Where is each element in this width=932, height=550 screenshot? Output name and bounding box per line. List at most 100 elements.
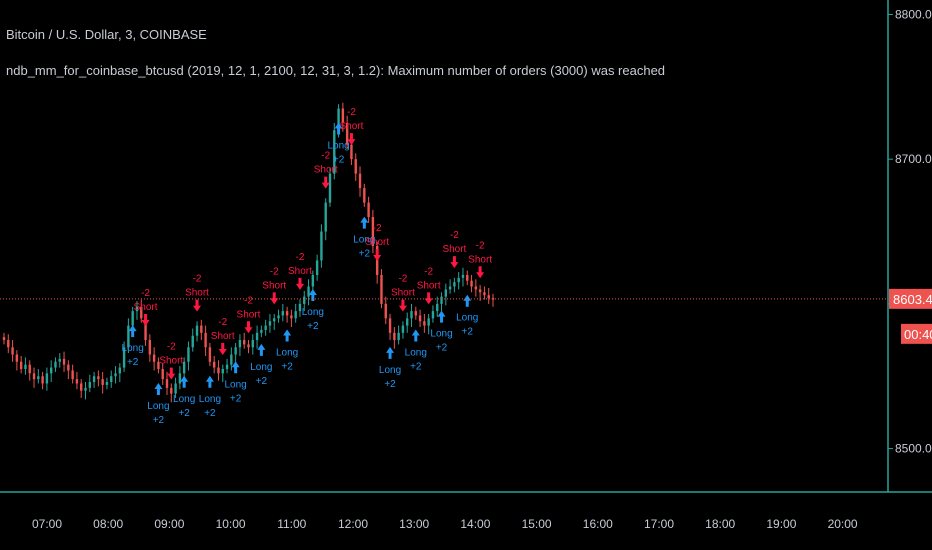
candle-body — [45, 373, 49, 384]
long-value: +2 — [230, 393, 242, 404]
candle-body — [410, 311, 413, 319]
short-label: Short — [468, 254, 492, 265]
candle-body — [315, 260, 319, 275]
countdown-value: 00:40 — [904, 327, 932, 342]
short-value: -2 — [450, 230, 459, 241]
candle-body — [478, 289, 482, 293]
candle-body — [294, 311, 297, 319]
candle-body — [354, 159, 357, 174]
long-arrow — [411, 329, 420, 342]
time-tick-0700: 07:00 — [32, 517, 62, 531]
short-arrow — [450, 256, 459, 269]
long-value: +2 — [281, 361, 293, 372]
candle-body — [58, 358, 61, 362]
short-value: -2 — [296, 252, 305, 263]
candle-body — [191, 335, 194, 348]
long-value: +2 — [462, 327, 474, 338]
candle-body — [101, 379, 104, 385]
candle-body — [440, 296, 443, 304]
candle-body — [350, 144, 353, 160]
long-value: +2 — [204, 408, 216, 419]
candle-body — [131, 311, 134, 326]
long-arrow — [308, 288, 317, 301]
candle-body — [174, 383, 177, 394]
long-arrow — [128, 325, 137, 338]
long-arrow — [180, 375, 189, 388]
candle-body — [384, 303, 387, 319]
candle-body — [122, 347, 126, 368]
time-tick-1000: 10:00 — [216, 517, 246, 531]
candle-body — [195, 325, 199, 336]
short-label: Short — [442, 244, 466, 255]
time-tick-1500: 15:00 — [522, 517, 552, 531]
candle-body — [97, 376, 100, 380]
candle-body — [127, 325, 130, 348]
price-tick-label: 8700.00 — [895, 152, 932, 166]
long-value: +2 — [178, 408, 190, 419]
candle-body — [15, 354, 19, 362]
short-label: Short — [391, 288, 415, 299]
candle-body — [345, 123, 349, 145]
short-arrow — [295, 277, 304, 290]
candle-body — [2, 337, 6, 341]
long-value: +2 — [333, 155, 345, 166]
short-label: Short — [237, 309, 261, 320]
candle-body — [277, 315, 280, 319]
short-value: -2 — [167, 342, 176, 353]
short-arrow — [373, 248, 382, 261]
long-label: Long — [147, 401, 169, 412]
candle-body — [414, 311, 417, 316]
long-label: Long — [302, 307, 324, 318]
candle-body — [243, 340, 246, 345]
candle-body — [178, 373, 182, 384]
short-label: Short — [288, 266, 312, 277]
short-value: -2 — [270, 266, 279, 277]
long-arrow — [463, 294, 472, 307]
candle-body — [320, 231, 323, 261]
candle-body — [80, 383, 83, 391]
candle-body — [19, 361, 23, 369]
study-legend[interactable]: ndb_mm_for_coinbase_btcusd (2019, 12, 1,… — [6, 63, 666, 78]
price-axis[interactable]: 8800.008700.008600.008500.00 — [888, 7, 932, 456]
long-arrow — [231, 361, 240, 374]
candle-body — [208, 347, 212, 362]
candle-body — [221, 369, 224, 374]
countdown-badge: 00:40 — [901, 323, 932, 344]
long-label: Long — [456, 313, 478, 324]
time-tick-0900: 09:00 — [154, 517, 184, 531]
time-axis[interactable]: 07:00 08:00 09:00 10:00 11:00 12:00 13:00 14:00… — [32, 517, 858, 531]
short-value: -2 — [347, 107, 356, 118]
long-value: +2 — [384, 379, 396, 390]
time-tick-1200: 12:00 — [338, 517, 368, 531]
candle-body — [333, 130, 336, 174]
short-label: Short — [314, 165, 338, 176]
candle-body — [24, 364, 27, 369]
candle-body — [32, 373, 36, 380]
candle-body — [54, 361, 57, 368]
candle-body — [157, 361, 160, 369]
short-arrow — [193, 299, 202, 312]
candle-body — [423, 321, 426, 326]
candle-body — [88, 382, 91, 388]
short-label: Short — [134, 302, 158, 313]
time-tick-1600: 16:00 — [583, 517, 613, 531]
short-value: -2 — [321, 151, 330, 162]
long-arrow — [437, 310, 446, 323]
candle-body — [49, 367, 53, 374]
short-arrow — [424, 292, 433, 305]
candle-body — [427, 318, 430, 326]
candle-body — [260, 329, 263, 333]
candle-body — [148, 340, 152, 355]
candle-body — [397, 332, 400, 341]
candle-body — [247, 344, 250, 348]
time-tick-1900: 19:00 — [766, 517, 796, 531]
candle-body — [406, 318, 409, 326]
short-arrow — [167, 367, 176, 380]
short-value: -2 — [398, 274, 407, 285]
candle-body — [234, 347, 237, 355]
candle-body — [457, 277, 460, 283]
candle-body — [444, 289, 448, 297]
long-label: Long — [173, 394, 195, 405]
long-value: +2 — [410, 361, 422, 372]
